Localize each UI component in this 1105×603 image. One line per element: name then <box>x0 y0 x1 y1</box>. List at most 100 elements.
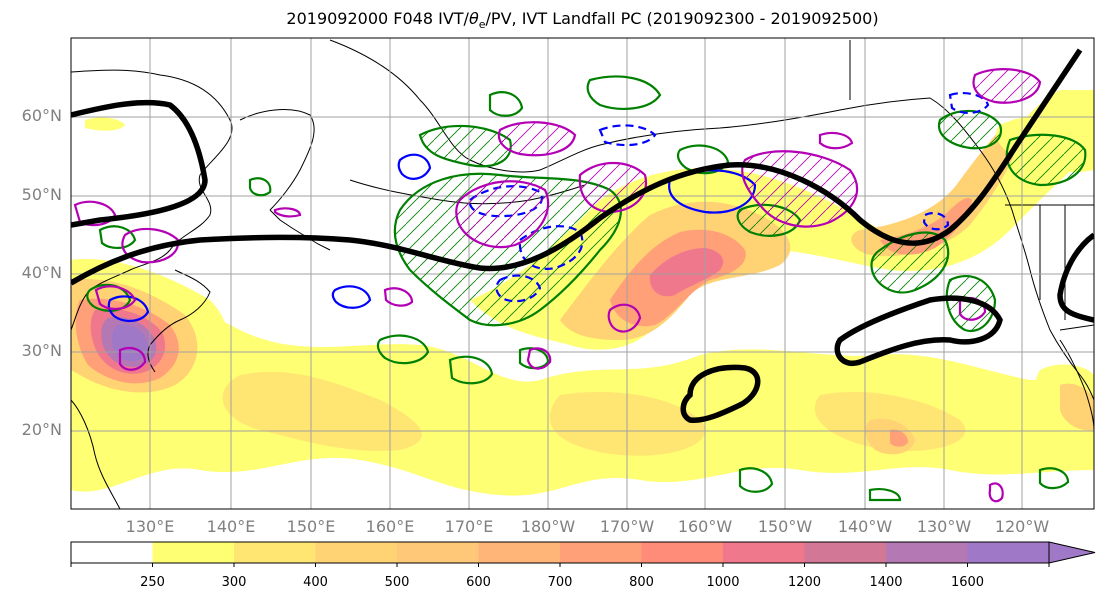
colorbar-segment <box>478 542 561 563</box>
lon-label-130e: 130°E <box>125 517 175 536</box>
lon-label-140e: 140°E <box>206 517 256 536</box>
colorbar-label: 800 <box>629 575 654 590</box>
colorbar-segment <box>804 542 887 563</box>
colorbar-segment <box>397 542 479 563</box>
map-layers <box>71 38 1094 509</box>
colorbar-segment <box>641 542 724 563</box>
pv-east-cutoff <box>834 295 1003 367</box>
theta-neg-2 <box>518 225 584 270</box>
theta-pos-9 <box>488 91 524 117</box>
colorbar-label: 300 <box>221 575 247 590</box>
theta-e-positive-contours <box>86 75 1087 502</box>
lon-label-180w: 180°W <box>520 517 576 536</box>
theta-neg-6 <box>331 285 372 309</box>
pc-11 <box>607 303 642 333</box>
colorbar-segment <box>71 542 153 563</box>
lon-label-130w: 130°W <box>916 517 972 536</box>
pv-west-cutoff <box>71 99 208 228</box>
colorbar-label: 700 <box>547 575 573 590</box>
lat-label-30n: 30°N <box>21 341 62 360</box>
pc-contours <box>73 68 1042 503</box>
lon-label-170e: 170°E <box>444 517 494 536</box>
pc-16 <box>273 207 302 218</box>
lon-label-150w: 150°W <box>757 517 813 536</box>
theta-pos-11 <box>376 334 430 365</box>
pc-6 <box>121 227 180 264</box>
pv-main-contour <box>71 48 1083 286</box>
coast-alaska <box>329 39 931 173</box>
border-us-mexico <box>1059 324 1094 331</box>
theta-pos-6 <box>870 231 950 294</box>
theta-neg-7 <box>397 153 432 180</box>
coast-japan <box>147 269 211 373</box>
map-title: 2019092000 F048 IVT/θe/PV, IVT Landfall … <box>0 9 1105 31</box>
pc-8 <box>94 285 137 310</box>
theta-pos-1 <box>393 172 622 327</box>
ivt-ar-5 <box>851 130 1020 257</box>
coast-baja <box>1059 339 1094 431</box>
colorbar-segment <box>560 542 642 563</box>
theta-pos-17 <box>1038 467 1070 490</box>
colorbar-segment <box>886 542 968 563</box>
lat-label-40n: 40°N <box>21 263 62 282</box>
pc-13 <box>818 131 854 150</box>
lon-label-120w: 120°W <box>994 517 1050 536</box>
lon-label-160e: 160°E <box>365 517 415 536</box>
theta-pos-7 <box>945 275 997 333</box>
theta-pos-18 <box>868 488 902 502</box>
ivt-patch-east-2 <box>1060 383 1094 431</box>
colorbar-label: 600 <box>466 575 491 590</box>
theta-neg-5 <box>668 169 757 214</box>
colorbar-segment <box>315 542 398 563</box>
ivt-patch-hawaii-2 <box>890 429 908 447</box>
theta-pos-19 <box>248 177 272 197</box>
theta-pos-2 <box>418 124 512 168</box>
pv-na-contour <box>1057 232 1094 323</box>
pc-12 <box>526 347 552 370</box>
lat-label-50n: 50°N <box>21 185 62 204</box>
theta-pos-8 <box>586 75 662 110</box>
title-theta: θ <box>468 9 479 28</box>
theta-pos-5 <box>1005 133 1087 187</box>
pc-2 <box>455 180 550 249</box>
colorbar-segment <box>152 542 235 563</box>
title-rest: /PV, IVT Landfall PC (2019092300 - 20190… <box>485 9 879 28</box>
pc-4 <box>497 121 577 157</box>
title-main: 2019092000 F048 IVT/ <box>286 9 469 28</box>
theta-pos-12 <box>448 355 494 385</box>
lon-label-140w: 140°W <box>837 517 893 536</box>
theta-neg-3 <box>495 274 542 303</box>
theta-pos-14 <box>98 225 137 249</box>
pc-10 <box>383 287 414 307</box>
map-border <box>70 37 1095 510</box>
pc-15 <box>988 482 1004 503</box>
theta-pos-4 <box>937 109 1003 150</box>
lon-label-150e: 150°E <box>286 517 336 536</box>
theta-neg-9 <box>948 91 990 114</box>
pc-9 <box>118 346 147 371</box>
lat-label-20n: 20°N <box>21 420 62 439</box>
colorbar-label: 1200 <box>787 575 822 590</box>
pc-5 <box>972 68 1042 104</box>
colorbar <box>70 541 1096 567</box>
colorbar-label: 1400 <box>869 575 903 590</box>
lon-label-160w: 160°W <box>677 517 733 536</box>
colorbar-label: 400 <box>303 575 328 590</box>
lat-label-60n: 60°N <box>21 106 62 125</box>
coast-kamchatka <box>239 109 315 211</box>
theta-pos-16 <box>738 467 774 493</box>
colorbar-extend-arrow <box>1048 541 1096 564</box>
colorbar-segment <box>967 542 1050 563</box>
colorbar-segment <box>723 542 805 563</box>
colorbar-label: 1000 <box>706 575 740 590</box>
coast-kuril <box>269 209 331 251</box>
pv-contours <box>71 48 1094 423</box>
title-sub: e <box>478 18 486 32</box>
theta-neg-10 <box>922 211 950 231</box>
ivt-patch-west <box>85 117 125 131</box>
theta-neg-4 <box>598 124 657 147</box>
coast-asia <box>71 69 233 331</box>
colorbar-label: 250 <box>140 575 165 590</box>
colorbar-segment <box>234 542 316 563</box>
